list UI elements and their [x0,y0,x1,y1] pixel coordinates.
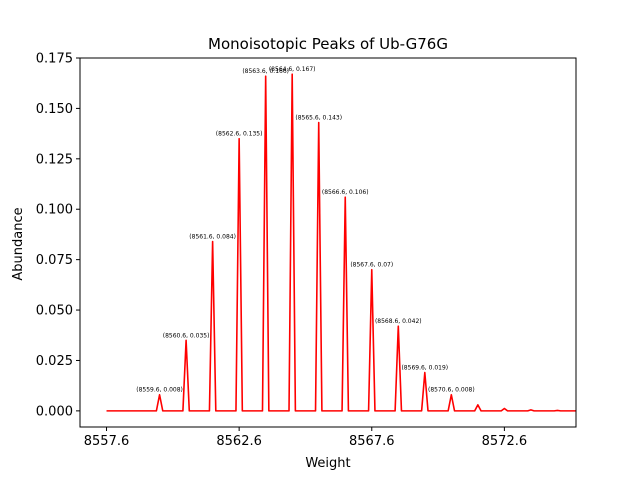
y-tick-label: 0.000 [36,404,73,419]
peak-annotation: (8568.6, 0.042) [375,318,422,325]
y-tick-label: 0.075 [36,253,73,268]
peak-annotation: (8570.6, 0.008) [428,387,475,394]
peak-annotation: (8562.6, 0.135) [216,131,263,138]
x-axis-label: Weight [305,456,350,471]
y-tick-label: 0.100 [36,203,73,218]
x-tick-label: 8557.6 [84,434,130,449]
peak-annotation: (8569.6, 0.019) [401,365,448,372]
y-axis-label: Abundance [11,207,26,280]
x-tick-label: 8567.6 [349,434,395,449]
peak-annotation: (8559.6, 0.008) [136,387,183,394]
peak-annotation: (8565.6, 0.143) [295,115,342,122]
y-tick-label: 0.125 [36,152,73,167]
y-tick-label: 0.025 [36,354,73,369]
plot-area [106,73,576,412]
peak-annotation: (8564.6, 0.167) [269,66,316,73]
x-tick-label: 8562.6 [216,434,262,449]
spectrum-line [106,73,576,412]
peak-annotation: (8566.6, 0.106) [322,189,369,196]
y-tick-label: 0.050 [36,304,73,319]
peak-annotation: (8561.6, 0.084) [189,233,236,240]
x-tick-label: 8572.6 [482,434,528,449]
axes-frame [79,57,577,428]
y-tick-label: 0.175 [36,52,73,67]
y-tick-label: 0.150 [36,102,73,117]
axes: 8557.6 8562.6 8567.6 8572.6 0.000 0.025 0.050 0… [36,52,577,449]
chart-title: Monoisotopic Peaks of Ub-G76G [208,35,448,53]
annotation-layer: (8559.6, 0.008) (8560.6, 0.035) (8561.6, 0… [136,66,474,394]
peak-annotation: (8560.6, 0.035) [163,332,210,339]
peak-annotation: (8567.6, 0.07) [350,262,393,269]
peak-annotation: (8563.6, 0.166) [242,68,289,75]
